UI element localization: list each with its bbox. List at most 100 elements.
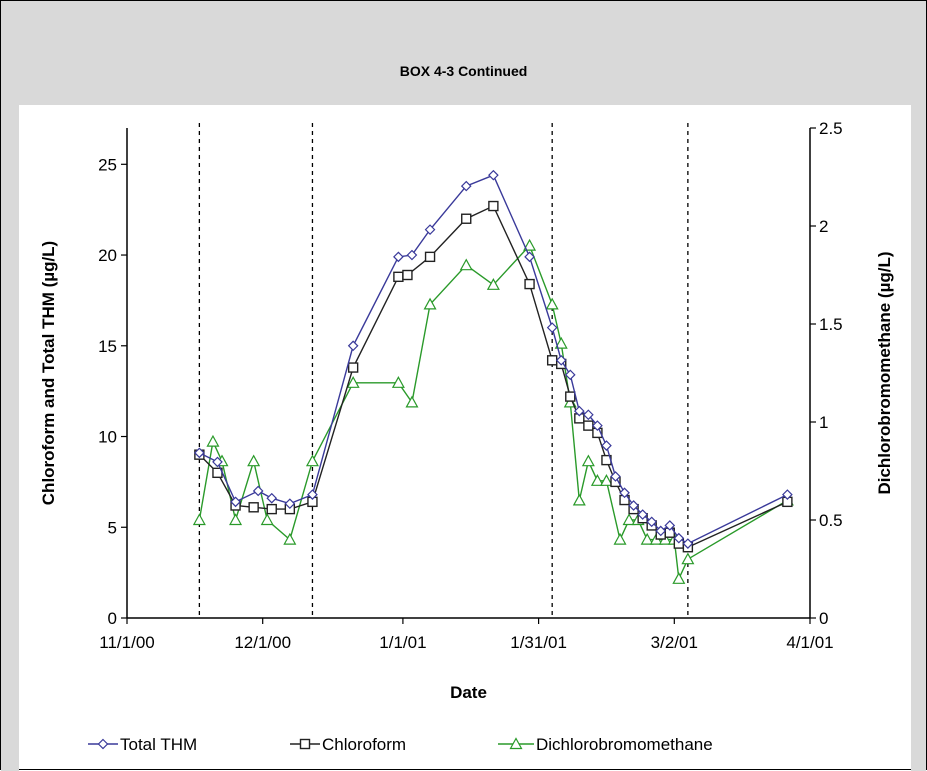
thm-marker (194, 447, 205, 459)
dcbm-marker (229, 513, 243, 526)
thm-marker (782, 489, 793, 500)
dcbm-marker (459, 258, 473, 271)
y-tick-label-right: 0.5 (819, 511, 843, 530)
dcbm-marker (523, 238, 537, 251)
chloroform-marker (266, 503, 277, 515)
thm-marker (230, 496, 241, 508)
y-tick-label-right: 1.5 (819, 315, 843, 334)
thm-marker (546, 322, 558, 333)
thm-marker (252, 485, 264, 497)
dcbm-marker (405, 395, 419, 408)
chloroform-marker (565, 391, 576, 402)
y-tick-label-right: 2 (819, 217, 828, 236)
dcbm-marker (391, 376, 405, 388)
chloroform-marker (424, 251, 436, 263)
left-margin-strip (1, 105, 19, 771)
thm-marker (307, 489, 318, 500)
y-tick-label-left: 25 (98, 155, 117, 174)
legend: Total THM Chloroform Dichlorobromomethane (88, 735, 713, 754)
thm-marker (488, 169, 499, 181)
chloroform-marker (488, 200, 499, 212)
series-line (198, 244, 788, 582)
thm-marker (637, 509, 648, 520)
series-line (198, 205, 788, 548)
thm-marker (682, 538, 694, 549)
thm-marker (524, 251, 535, 263)
y-tick-label-left: 5 (108, 518, 117, 537)
dcbm-marker (346, 376, 360, 388)
dcbm-marker (681, 552, 695, 565)
thm-marker (347, 340, 359, 352)
thm-marker (393, 251, 404, 263)
dcbm-marker (581, 454, 595, 467)
thm-marker (406, 249, 418, 261)
y-tick-label-left: 20 (98, 246, 117, 265)
thm-marker (583, 409, 594, 421)
thm-marker (460, 180, 472, 192)
dcbm-marker (247, 454, 261, 467)
thm-marker (619, 487, 630, 499)
dcbm-marker (423, 297, 437, 310)
dcbm-marker (572, 493, 586, 506)
dcbm-marker (486, 278, 500, 290)
dcbm-marker (599, 474, 613, 486)
thm-marker (97, 738, 109, 750)
x-tick-label: 3/2/01 (651, 633, 698, 652)
dcbm-marker (590, 474, 604, 486)
thm-marker (424, 224, 436, 235)
y-axis-title-right: Dichlorobromomethane (µg/L) (875, 251, 894, 494)
right-margin-strip (911, 105, 926, 771)
y-tick-label-right: 1 (819, 413, 828, 432)
vertical-dashed-lines (198, 123, 689, 618)
y-tick-label-left: 15 (98, 337, 117, 356)
thm-marker (564, 369, 576, 381)
thm-marker (646, 516, 658, 528)
thm-marker (284, 498, 296, 510)
axes: 0 5 10 15 20 25 0 0.5 1 1.5 2 2.5 11/1/00 12/1/00 1/1/… (39, 119, 894, 702)
x-tick-label: 11/1/00 (99, 633, 154, 652)
series-layer (192, 169, 794, 584)
dcbm-marker (305, 454, 319, 467)
chloroform-marker (524, 278, 535, 290)
y-axis-title-left: Chloroform and Total THM (µg/L) (39, 241, 58, 505)
series-line (199, 174, 788, 545)
thm-marker (655, 525, 667, 537)
y-tick-label-right: 2.5 (819, 119, 843, 138)
header-banner: BOX 4-3 Continued (1, 1, 926, 105)
thm-marker (592, 420, 603, 431)
dcbm-marker (545, 297, 559, 310)
legend-label: Dichlorobromomethane (536, 735, 713, 754)
y-tick-label-left: 0 (108, 609, 117, 628)
dcbm-marker (260, 513, 274, 526)
chloroform-marker (583, 420, 594, 431)
thm-marker (664, 520, 676, 531)
series-triangle (192, 238, 794, 584)
dcbm-marker (206, 434, 220, 447)
box-title: BOX 4-3 Continued (399, 63, 528, 79)
thm-marker (573, 405, 585, 417)
chloroform-marker (546, 355, 558, 366)
chloroform-marker (347, 362, 359, 373)
y-tick-label-left: 10 (98, 428, 117, 447)
thm-marker (601, 440, 612, 451)
dcbm-marker (622, 513, 636, 526)
x-tick-label: 1/1/01 (379, 633, 426, 652)
thm-marker (673, 532, 685, 544)
series-diamond (194, 169, 793, 549)
dcbm-marker (640, 532, 654, 545)
thm-marker (555, 354, 567, 366)
chloroform-marker (461, 213, 472, 224)
x-axis-title: Date (450, 683, 487, 702)
chloroform-marker (248, 502, 259, 513)
dcbm-marker (283, 532, 297, 545)
chloroform-marker (402, 269, 413, 281)
dcbm-marker (613, 532, 627, 545)
x-tick-label: 12/1/00 (234, 633, 291, 652)
y-tick-label-right: 0 (819, 609, 828, 628)
thm-marker (212, 456, 223, 468)
chloroform-marker (393, 271, 404, 283)
x-tick-label: 4/1/01 (786, 633, 833, 652)
legend-label: Chloroform (322, 735, 406, 754)
